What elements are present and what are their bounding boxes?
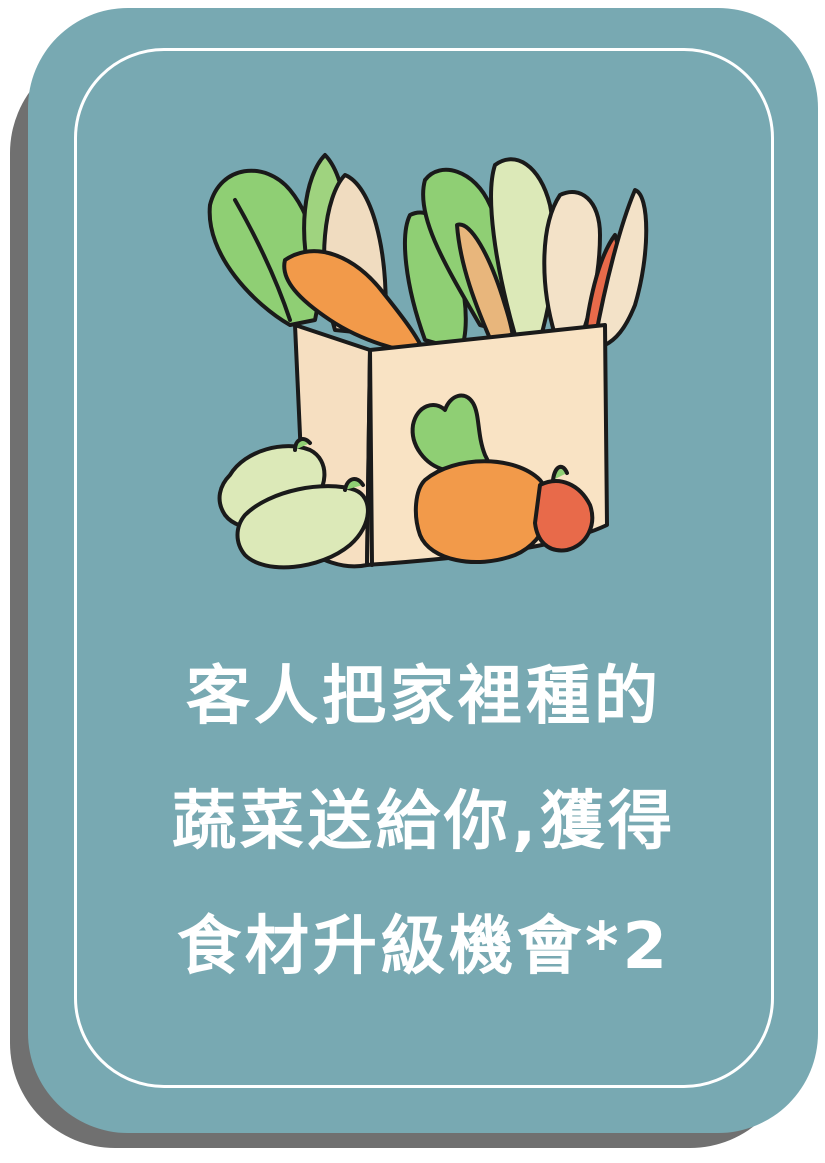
leafy-green-left — [207, 168, 321, 327]
gourd-front — [235, 484, 370, 570]
card-text-line-2: 蔬菜送給你,獲得 — [171, 785, 677, 859]
card-text-line-3: 食材升級機會*2 — [177, 910, 671, 984]
card-description: 客人把家裡種的 蔬菜送給你,獲得 食材升級機會*2 — [74, 635, 774, 1010]
red-pepper — [533, 479, 595, 553]
orange-vegetable — [413, 459, 551, 564]
pale-leaf-4 — [593, 188, 649, 347]
card-text-line-1: 客人把家裡種的 — [186, 660, 662, 734]
card-inner-border — [74, 48, 774, 1088]
vegetable-bag-icon — [207, 153, 649, 570]
